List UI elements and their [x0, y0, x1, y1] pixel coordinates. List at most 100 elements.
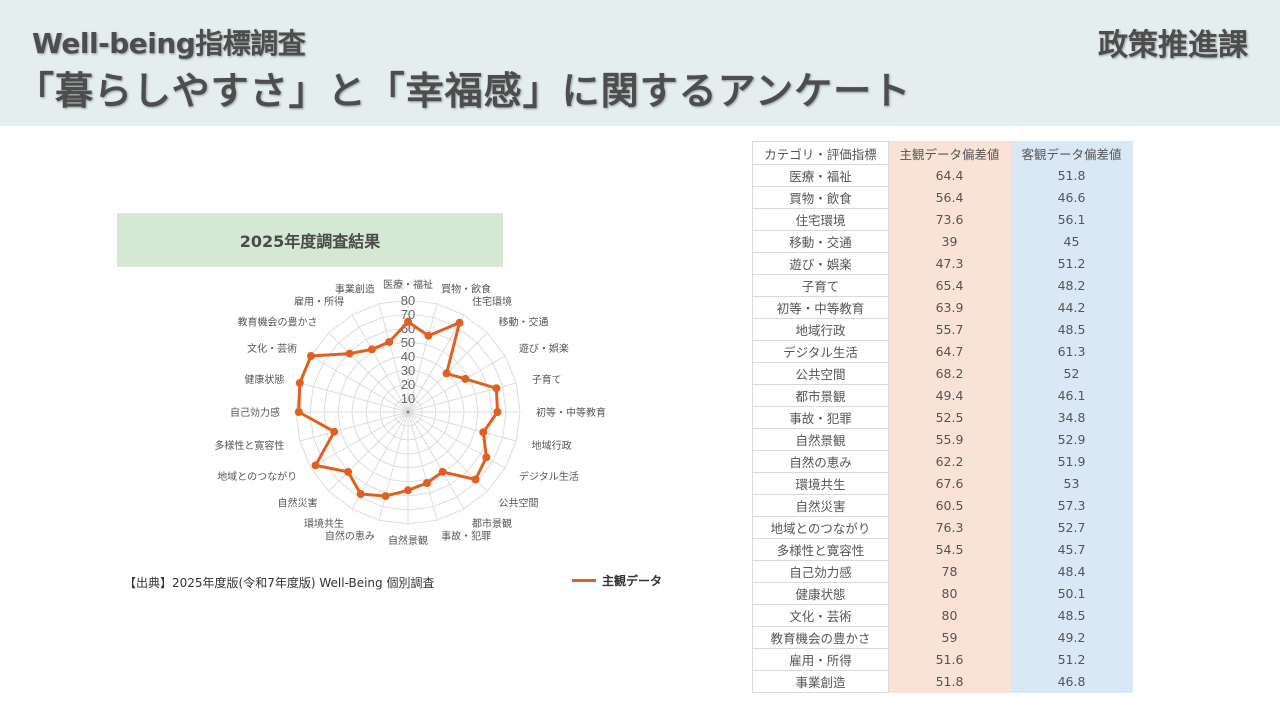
cell-objective: 51.2	[1010, 252, 1133, 275]
data-point	[404, 317, 412, 326]
department-label: 政策推進課	[1098, 28, 1248, 63]
axis-label: 初等・中等教育	[536, 406, 606, 419]
axis-label: 事業創造	[335, 282, 375, 295]
cell-subjective: 63.9	[888, 296, 1011, 319]
grid-spoke	[351, 314, 409, 413]
table-row: 公共空間 68.2 52	[752, 362, 1133, 385]
data-point	[345, 349, 354, 358]
axis-label: 健康状態	[244, 373, 284, 386]
cell-category: 移動・交通	[752, 230, 889, 253]
axis-label: 医療・福祉	[383, 278, 433, 291]
tick-label: 80	[401, 293, 415, 308]
grid-spoke	[378, 303, 409, 413]
cell-objective: 48.4	[1010, 560, 1133, 583]
cell-category: 子育て	[752, 274, 889, 297]
grid-spoke	[407, 355, 506, 413]
data-point	[493, 408, 502, 416]
data-point	[423, 479, 431, 487]
data-point	[424, 331, 433, 340]
table-row: 都市景観 49.4 46.1	[752, 384, 1133, 407]
table-row: 住宅環境 73.6 56.1	[752, 208, 1133, 231]
axis-label: 住宅環境	[472, 295, 512, 308]
table-row: 自然災害 60.5 57.3	[752, 494, 1133, 517]
cell-objective: 46.1	[1010, 384, 1133, 407]
chart-legend: 主観データ	[572, 572, 662, 589]
cell-category: デジタル生活	[752, 340, 889, 363]
cell-subjective: 52.5	[888, 406, 1011, 429]
cell-subjective: 39	[888, 230, 1011, 253]
grid-spoke	[299, 382, 409, 413]
table-row: 文化・芸術 80 48.5	[752, 604, 1133, 627]
cell-category: 地域とのつながり	[752, 516, 889, 539]
cell-subjective: 73.6	[888, 208, 1011, 231]
cell-objective: 48.5	[1010, 318, 1133, 341]
cell-objective: 44.2	[1010, 296, 1133, 319]
cell-category: 都市景観	[752, 384, 889, 407]
data-point	[479, 428, 488, 437]
tick-label: 70	[401, 307, 415, 322]
data-point	[307, 352, 315, 360]
data-point	[492, 384, 501, 393]
table-row: 地域とのつながり 76.3 52.7	[752, 516, 1133, 539]
tick-label: 50	[401, 335, 415, 350]
table-row: 環境共生 67.6 53	[752, 472, 1133, 495]
axis-label: 環境共生	[304, 517, 344, 530]
grid-spoke	[310, 411, 409, 469]
cell-category: 地域行政	[752, 318, 889, 341]
table-row: 事故・犯罪 52.5 34.8	[752, 406, 1133, 429]
cell-category: 初等・中等教育	[752, 296, 889, 319]
axis-label: 教育機会の豊かさ	[238, 316, 318, 329]
cell-objective: 52	[1010, 362, 1133, 385]
tick-label: 40	[401, 349, 415, 364]
table-row: デジタル生活 64.7 61.3	[752, 340, 1133, 363]
data-point	[311, 461, 320, 470]
cell-subjective: 51.8	[888, 670, 1011, 693]
data-point	[367, 345, 376, 354]
cell-category: 多様性と寛容性	[752, 538, 889, 561]
cell-objective: 52.7	[1010, 516, 1133, 539]
axis-label: 子育て	[532, 373, 562, 386]
cell-objective: 56.1	[1010, 208, 1133, 231]
table-row: 雇用・所得 51.6 51.2	[752, 648, 1133, 671]
axis-label: 自己効力感	[230, 406, 280, 419]
table-row: 教育機会の豊かさ 59 49.2	[752, 626, 1133, 649]
cell-category: 健康状態	[752, 582, 889, 605]
table-row: 多様性と寛容性 54.5 45.7	[752, 538, 1133, 561]
cell-category: 環境共生	[752, 472, 889, 495]
cell-subjective: 64.7	[888, 340, 1011, 363]
axis-label: 自然災害	[278, 497, 318, 510]
data-point	[482, 453, 491, 462]
axis-label: 自然景観	[388, 534, 428, 547]
grid-spoke	[328, 332, 409, 413]
cell-subjective: 49.4	[888, 384, 1011, 407]
cell-objective: 52.9	[1010, 428, 1133, 451]
cell-category: 医療・福祉	[752, 164, 889, 187]
tick-label: 30	[401, 363, 415, 378]
axis-label: 事故・犯罪	[441, 530, 491, 543]
cell-objective: 61.3	[1010, 340, 1133, 363]
cell-objective: 49.2	[1010, 626, 1133, 649]
cell-subjective: 51.6	[888, 648, 1011, 671]
table-row: 医療・福祉 64.4 51.8	[752, 164, 1133, 187]
cell-objective: 34.8	[1010, 406, 1133, 429]
table-row: 遊び・娯楽 47.3 51.2	[752, 252, 1133, 275]
cell-category: 住宅環境	[752, 208, 889, 231]
axis-label: 雇用・所得	[294, 295, 344, 308]
table-row: 子育て 65.4 48.2	[752, 274, 1133, 297]
table-row: 地域行政 55.7 48.5	[752, 318, 1133, 341]
data-point	[381, 492, 390, 501]
table-row: 健康状態 80 50.1	[752, 582, 1133, 605]
cell-category: 自己効力感	[752, 560, 889, 583]
grid-spoke	[378, 411, 409, 521]
axis-label: 自然の恵み	[325, 530, 375, 543]
data-point	[344, 467, 353, 476]
axis-label: 地域とのつながり	[217, 470, 297, 483]
data-point	[356, 490, 365, 498]
data-point	[471, 475, 480, 484]
data-point	[442, 369, 451, 378]
data-point	[330, 427, 339, 436]
axis-label: 地域行政	[532, 439, 572, 452]
grid-spoke	[407, 411, 465, 510]
grid-spoke	[407, 314, 465, 413]
cell-objective: 51.8	[1010, 164, 1133, 187]
